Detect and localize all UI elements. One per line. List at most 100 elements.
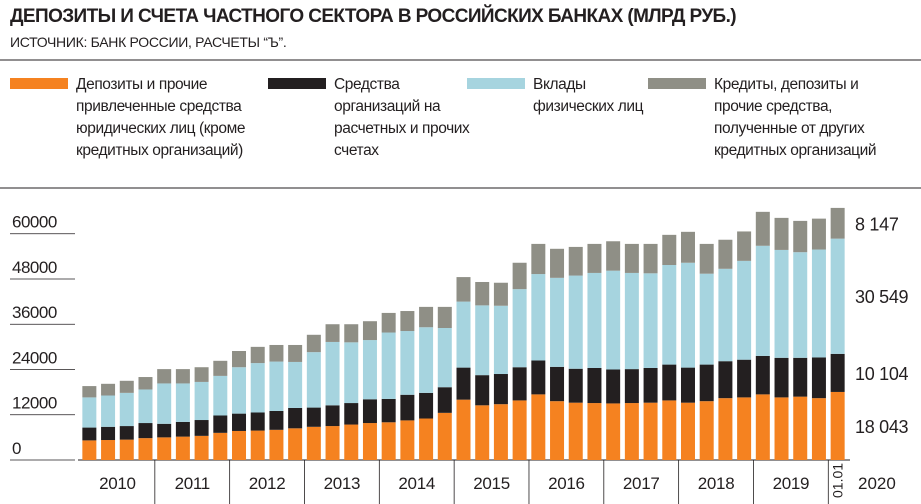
bar-segment <box>531 274 546 361</box>
bar-segment <box>232 413 247 431</box>
bar-segment <box>811 249 826 358</box>
bar-segment <box>175 383 190 422</box>
bar-segment <box>194 435 209 460</box>
bar-segment <box>737 260 752 360</box>
x-tick-label: 2017 <box>623 474 660 493</box>
x-tick-label: 2018 <box>698 474 735 493</box>
bar-segment <box>811 357 826 399</box>
bar-segment <box>101 426 116 441</box>
bar-segment <box>793 252 808 358</box>
bar-segment <box>419 418 434 460</box>
bar-segment <box>419 306 434 328</box>
bar-segment <box>419 327 434 393</box>
bar-segment <box>437 412 452 460</box>
bar-segment <box>344 424 359 460</box>
bar-segment <box>213 375 228 416</box>
bar-segment <box>250 346 265 364</box>
bar-segment <box>624 369 639 404</box>
bar-segment <box>269 344 284 362</box>
y-tick-label: 36000 <box>12 303 57 322</box>
bar-segment <box>643 273 658 368</box>
bar-segment <box>737 231 752 261</box>
bar-segment <box>381 398 396 423</box>
bar-segment <box>437 387 452 413</box>
chart-title: ДЕПОЗИТЫ И СЧЕТА ЧАСТНОГО СЕКТОРА В РОСС… <box>10 6 737 27</box>
bar-segment <box>662 400 677 460</box>
bar-segment <box>362 423 377 460</box>
bar-segment <box>456 277 471 302</box>
x-tick-label: 2020 <box>858 474 896 493</box>
bar-segment <box>624 403 639 460</box>
bar-segment <box>568 275 583 369</box>
bar-segment <box>699 273 714 365</box>
bar-segment <box>531 394 546 460</box>
bar-segment <box>830 207 845 239</box>
legend-swatch <box>10 78 68 89</box>
bar-segment <box>550 248 565 278</box>
bar-segment <box>306 407 321 427</box>
bar-segment <box>587 367 602 404</box>
bar-segment <box>475 281 490 306</box>
bar-segment <box>213 360 228 376</box>
bar-segment <box>718 361 733 399</box>
bar-segment <box>325 341 340 406</box>
bar-segment <box>250 363 265 413</box>
bar-segment <box>587 272 602 368</box>
y-tick-label: 24000 <box>12 348 57 367</box>
data-label: 18 043 <box>855 417 909 437</box>
bar-segment <box>643 402 658 460</box>
bar-segment <box>213 432 228 460</box>
bar-segment <box>119 392 134 427</box>
bar-segment <box>101 383 116 396</box>
bar-segment <box>624 243 639 273</box>
bar-segment <box>119 426 134 440</box>
bar-segment <box>680 231 695 263</box>
bar-segment <box>811 398 826 460</box>
bar-segment <box>568 368 583 403</box>
bar-segment <box>718 239 733 269</box>
bar-segment <box>175 421 190 437</box>
bar-segment <box>138 438 153 460</box>
bar-segment <box>400 311 415 332</box>
y-tick-label: 12000 <box>12 394 57 413</box>
bar-segment <box>680 262 695 368</box>
bar-segment <box>643 243 658 274</box>
bar-segment <box>194 420 209 436</box>
bar-segment <box>400 331 415 395</box>
bar-segment <box>456 399 471 460</box>
x-tick-label: 2014 <box>398 474 435 493</box>
bar-segment <box>699 243 714 274</box>
bar-segment <box>82 440 97 460</box>
bar-segment <box>662 265 677 365</box>
bar-segment <box>157 383 172 424</box>
bar-segment <box>288 428 303 460</box>
bar-segment <box>194 381 209 421</box>
bar-segment <box>437 306 452 328</box>
bar-segment <box>362 340 377 400</box>
bar-segment <box>381 312 396 333</box>
bar-segment <box>493 374 508 405</box>
bar-segment <box>606 270 621 370</box>
bar-segment <box>493 305 508 375</box>
bar-segment <box>718 268 733 362</box>
bar-segment <box>699 401 714 460</box>
bar-segment <box>456 301 471 368</box>
bar-segment <box>512 400 527 460</box>
y-tick-label: 60000 <box>12 213 57 232</box>
bar-segment <box>512 289 527 368</box>
bar-segment <box>419 392 434 419</box>
bar-segment <box>288 344 303 362</box>
bar-segment <box>737 359 752 398</box>
bar-segment <box>269 361 284 411</box>
bar-segment <box>175 436 190 460</box>
bar-segment <box>269 410 284 430</box>
bar-segment <box>475 375 490 406</box>
chart-subtitle: ИСТОЧНИК: БАНК РОССИИ, РАСЧЕТЫ “Ъ”. <box>10 34 287 50</box>
bar-segment <box>288 407 303 429</box>
bar-segment <box>101 395 116 427</box>
x-tick-label: 2010 <box>99 474 136 493</box>
bar-segment <box>381 422 396 460</box>
bar-segment <box>175 369 190 384</box>
legend-label: Средства организаций на расчетных и проч… <box>334 76 470 159</box>
